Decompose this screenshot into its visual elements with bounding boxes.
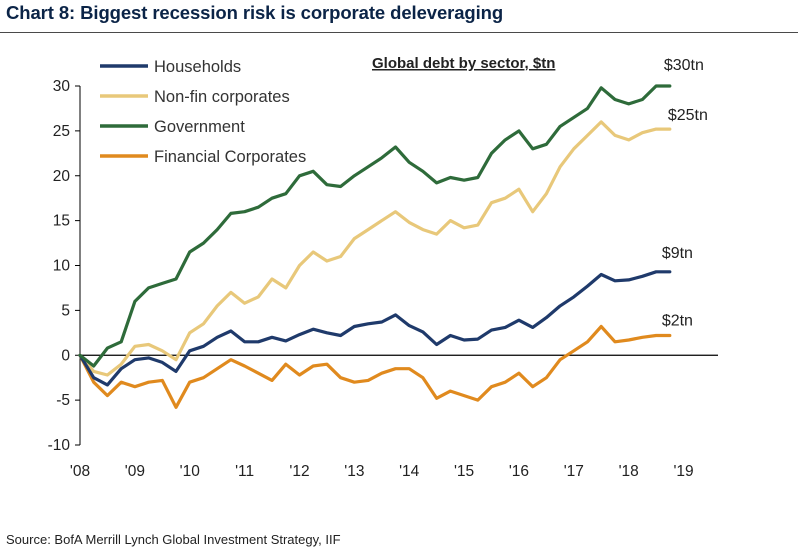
x-tick-label: '16 xyxy=(509,463,529,480)
x-tick-label: '12 xyxy=(289,463,309,480)
end-labels: $9tn $25tn $30tn $2tn xyxy=(662,57,708,330)
x-tick-label: '17 xyxy=(564,463,584,480)
x-tick-label: '13 xyxy=(344,463,364,480)
x-tick-label: '14 xyxy=(399,463,420,480)
series-line-financial-corporates xyxy=(78,324,672,409)
legend-label: Financial Corporates xyxy=(154,148,306,166)
series-lines xyxy=(78,84,672,409)
legend-label: Government xyxy=(154,118,245,136)
series-line-non-fin-corporates xyxy=(78,120,672,377)
line-chart: -10 -5 0 5 10 15 20 25 30 '08 '09 '10 '11 '12 '13 '14 '1… xyxy=(48,55,718,480)
chart-subtitle: Global debt by sector, $tn xyxy=(372,55,555,72)
legend-label: Households xyxy=(154,58,241,76)
x-tick-label: '10 xyxy=(180,463,201,480)
y-tick-label: -5 xyxy=(56,392,70,409)
x-tick-label: '08 xyxy=(70,463,90,480)
y-tick-label: 5 xyxy=(61,302,70,319)
legend: Households Non-fin corporates Government Fi… xyxy=(100,58,306,166)
y-tick-label: -10 xyxy=(48,437,71,454)
source-note: Source: BofA Merrill Lynch Global Invest… xyxy=(6,532,341,547)
y-tick-label: 30 xyxy=(53,78,71,95)
end-value-label: $25tn xyxy=(668,107,708,124)
x-tick-label: '18 xyxy=(619,463,639,480)
chart-title: Chart 8: Biggest recession risk is corpo… xyxy=(6,2,504,23)
end-value-label: $2tn xyxy=(662,313,693,330)
x-tick-label: '19 xyxy=(673,463,693,480)
y-tick-label: 20 xyxy=(53,168,71,185)
series-line-government xyxy=(78,84,672,368)
x-tick-label: '09 xyxy=(125,463,145,480)
end-value-label: $9tn xyxy=(662,245,693,262)
y-tick-label: 15 xyxy=(53,213,70,230)
title-divider xyxy=(0,32,798,33)
legend-label: Non-fin corporates xyxy=(154,88,290,106)
end-value-label: $30tn xyxy=(664,57,704,74)
series-line-households xyxy=(78,270,672,387)
y-tick-label: 25 xyxy=(53,123,70,140)
x-tick-label: '11 xyxy=(235,463,254,480)
y-tick-label: 10 xyxy=(53,258,71,275)
axes: -10 -5 0 5 10 15 20 25 30 '08 '09 '10 '11 '12 '13 '14 '1… xyxy=(48,78,718,480)
y-tick-label: 0 xyxy=(61,347,70,364)
x-tick-label: '15 xyxy=(454,463,474,480)
